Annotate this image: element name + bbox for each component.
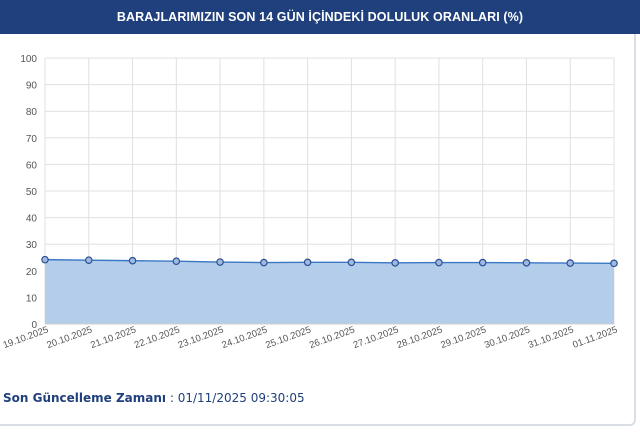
y-tick-label: 20 xyxy=(26,267,38,278)
series-area xyxy=(45,259,614,324)
y-tick-label: 0 xyxy=(31,320,37,331)
chart-header: BARAJLARIMIZIN SON 14 GÜN İÇİNDEKİ DOLUL… xyxy=(0,0,640,34)
data-point xyxy=(347,258,356,267)
y-tick-label: 70 xyxy=(26,134,38,145)
y-tick-label: 80 xyxy=(26,107,38,118)
data-point xyxy=(172,257,181,266)
last-update-label: Son Güncelleme Zamanı xyxy=(3,391,167,405)
y-tick-label: 40 xyxy=(26,214,38,225)
y-tick-label: 30 xyxy=(26,240,38,251)
data-point xyxy=(566,259,575,267)
x-tick-label: 20.10.2025 xyxy=(45,324,93,351)
y-tick-label: 90 xyxy=(26,81,38,92)
data-point xyxy=(435,258,443,267)
y-tick-label: 60 xyxy=(26,160,38,171)
x-tick-label: 31.10.2025 xyxy=(527,324,575,351)
series-line xyxy=(44,258,615,265)
chart-card xyxy=(0,34,636,426)
x-tick-label: 30.10.2025 xyxy=(483,324,531,351)
y-tick-label: 100 xyxy=(20,54,37,65)
data-point xyxy=(610,259,618,268)
last-update: Son Güncelleme Zamanı : 01/11/2025 09:30… xyxy=(3,391,305,405)
data-point xyxy=(303,258,312,267)
x-tick-label: 24.10.2025 xyxy=(220,324,268,351)
chart-title: BARAJLARIMIZIN SON 14 GÜN İÇİNDEKİ DOLUL… xyxy=(116,10,524,24)
occupancy-chart: 0 10 20 30 40 50 60 70 80 90 100 19.10.202520.10.20… xyxy=(2,54,619,351)
x-tick-label: 26.10.2025 xyxy=(308,324,356,351)
data-point xyxy=(128,256,137,265)
data-point xyxy=(84,256,93,264)
y-tick-label: 50 xyxy=(26,187,38,198)
x-tick-label: 27.10.2025 xyxy=(352,324,400,351)
last-update-value: 01/11/2025 09:30:05 xyxy=(177,391,305,405)
data-point xyxy=(391,259,399,267)
data-point xyxy=(522,259,531,267)
x-tick-label: 01.11.2025 xyxy=(571,324,619,350)
data-point xyxy=(260,258,268,267)
x-tick-label: 19.10.2025 xyxy=(2,324,50,351)
x-tick-label: 28.10.2025 xyxy=(396,324,444,351)
last-update-separator: : xyxy=(166,391,178,405)
data-point xyxy=(478,258,487,267)
data-point xyxy=(41,255,49,264)
x-tick-label: 21.10.2025 xyxy=(89,324,137,351)
x-tick-label: 22.10.2025 xyxy=(133,324,181,351)
x-tick-label: 25.10.2025 xyxy=(264,324,312,351)
x-tick-label: 29.10.2025 xyxy=(439,324,487,351)
data-point xyxy=(216,258,224,266)
x-tick-label: 23.10.2025 xyxy=(177,324,225,351)
y-tick-label: 10 xyxy=(26,293,38,304)
